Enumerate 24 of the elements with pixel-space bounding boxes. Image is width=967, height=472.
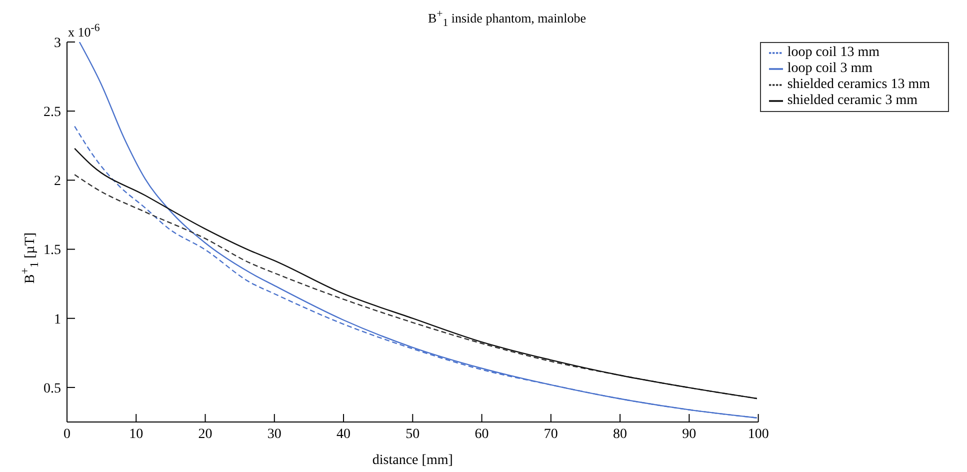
x-tick-label: 100	[748, 426, 769, 442]
y-tick-label: 0.5	[44, 381, 61, 396]
chart-title: B$^{+}$$_{1}$ inside phantom, mainlobe	[428, 8, 586, 29]
x-tick-label: 50	[406, 426, 420, 442]
legend-label: shielded ceramics 13 mm	[787, 77, 930, 92]
x-tick-label: 80	[613, 426, 628, 442]
legend-label: loop coil 3 mm	[787, 61, 872, 76]
y-tick-label: 1	[54, 312, 61, 328]
y-tick-label: 3	[54, 36, 61, 51]
text: x 10$^{-6}$	[68, 22, 100, 40]
x-tick-label: 70	[544, 426, 558, 442]
legend-label: shielded ceramic 3 mm	[787, 93, 918, 108]
x-axis-title: distance [mm]	[372, 453, 453, 468]
y-tick-label: 2	[54, 174, 61, 190]
y-tick-label: 1.5	[44, 243, 61, 258]
x-tick-label: 30	[267, 426, 282, 442]
x-tick-label: 40	[336, 426, 351, 442]
x-tick-label: 60	[474, 426, 489, 442]
x-tick-label: 20	[198, 426, 212, 442]
x-tick-label: 10	[129, 426, 144, 442]
y-tick-label: 2.5	[44, 105, 61, 120]
legend-label: loop coil 13 mm	[787, 45, 880, 60]
x-tick-label: 0	[64, 426, 70, 442]
x-tick-label: 90	[682, 426, 696, 442]
